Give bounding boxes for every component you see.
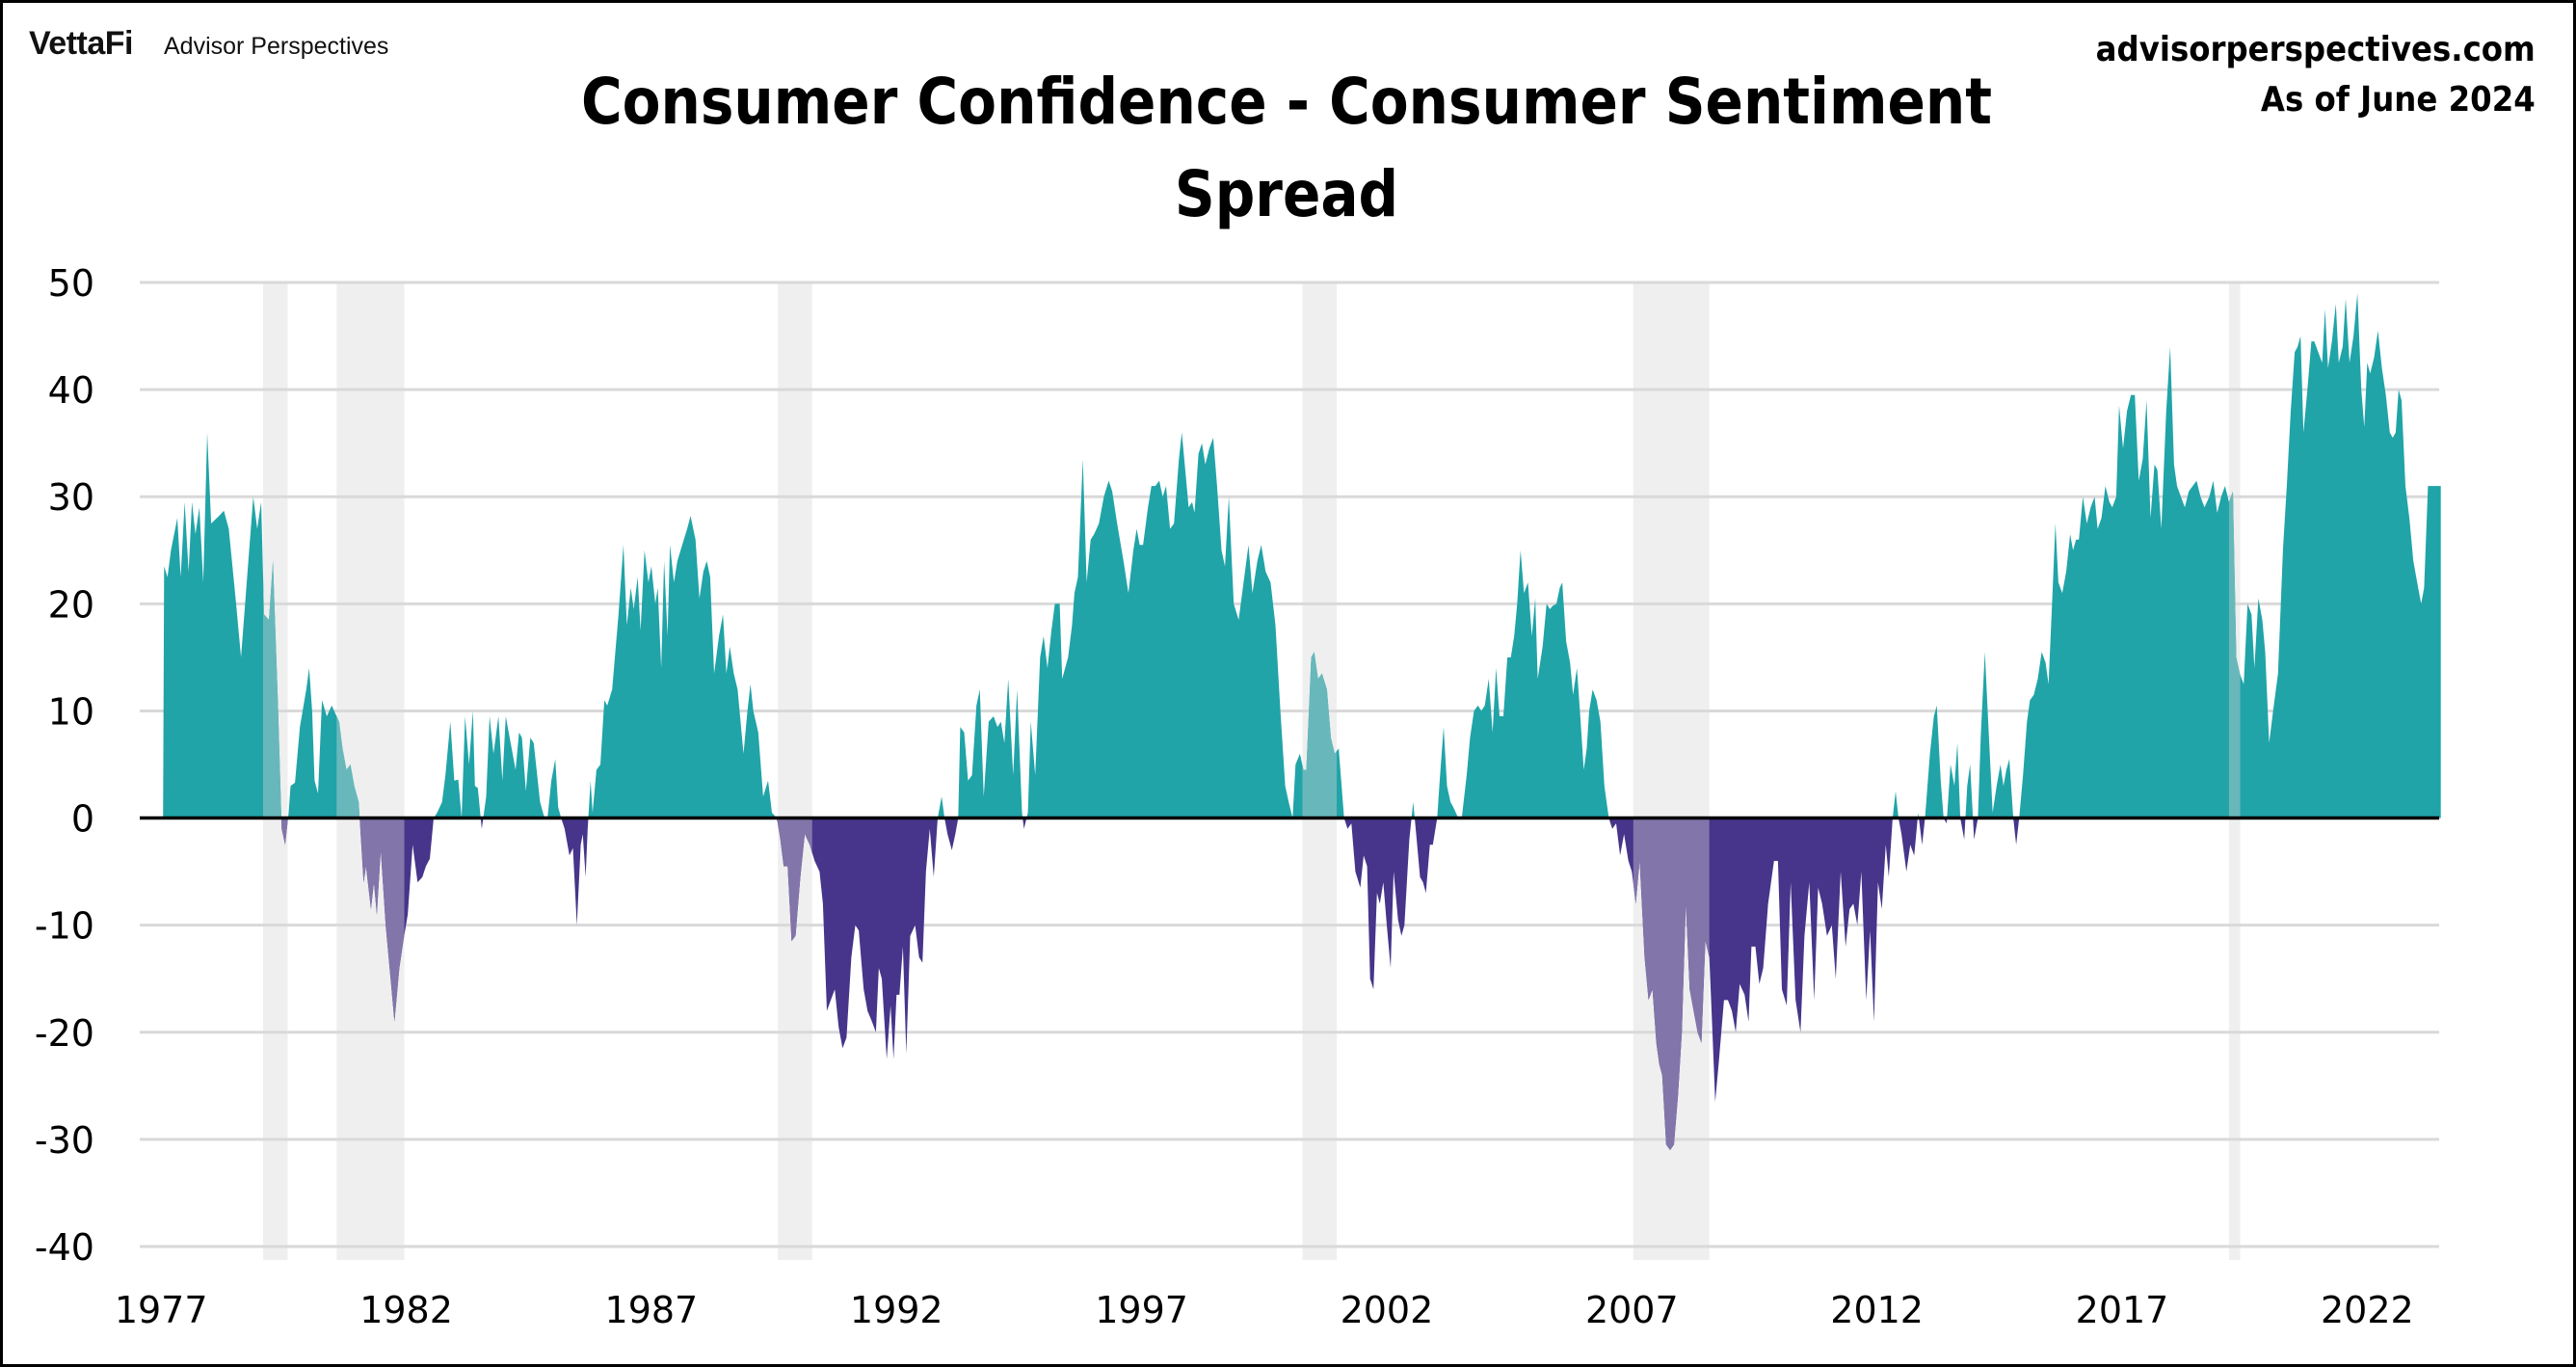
y-tick-label: -30 [35, 1119, 94, 1162]
x-tick-label: 2007 [1585, 1289, 1679, 1331]
x-tick-label: 1987 [605, 1289, 699, 1331]
vettafi-logo: VettaFi [29, 25, 133, 62]
source-info: advisorperspectives.com As of June 2024 [2096, 25, 2536, 125]
y-tick-label: -10 [35, 905, 94, 948]
y-tick-label: 20 [48, 583, 94, 626]
x-tick-label: 1997 [1095, 1289, 1188, 1331]
x-tick-label: 1977 [115, 1289, 208, 1331]
y-tick-label: 10 [48, 690, 94, 733]
chart-title: Consumer Confidence - Consumer Sentiment… [527, 56, 2045, 241]
positive-spread-recession-area [2228, 491, 2241, 818]
spread-area [163, 293, 2441, 1150]
x-tick-label: 1992 [850, 1289, 943, 1331]
x-tick-label: 2017 [2076, 1289, 2169, 1331]
recession-overlay [1633, 818, 1710, 1150]
positive-spread-area [163, 293, 2441, 818]
recession-band [778, 282, 812, 1260]
recession-overlay [778, 818, 812, 942]
x-tick-label: 2002 [1341, 1289, 1434, 1331]
y-tick-label: 0 [71, 798, 94, 841]
recession-overlay [336, 715, 405, 1022]
x-tick-label: 2022 [2321, 1289, 2414, 1331]
y-tick-label: -40 [35, 1226, 94, 1269]
negative-spread-recession-area [336, 818, 405, 1022]
site-url: advisorperspectives.com [2095, 30, 2536, 69]
gridlines [140, 281, 2439, 1248]
x-tick-label: 2012 [1830, 1289, 1924, 1331]
negative-spread-recession-area [263, 818, 288, 845]
y-tick-label: -20 [35, 1012, 94, 1055]
as-of-date: As of June 2024 [2261, 80, 2536, 120]
positive-spread-recession-area [1302, 652, 1338, 818]
negative-spread-recession-area [778, 818, 812, 942]
y-tick-label: 40 [48, 369, 94, 412]
negative-spread-recession-area [1633, 818, 1710, 1150]
x-axis-labels: 1977 1982 1987 1992 1997 2002 2007 2012 2017 2022 [115, 1289, 2414, 1331]
y-axis-labels: 50 40 30 20 10 0 -10 -20 -30 -40 [35, 262, 94, 1269]
x-tick-label: 1982 [359, 1289, 453, 1331]
brand-header: VettaFi Advisor Perspectives [29, 25, 388, 63]
y-tick-label: 50 [48, 262, 94, 305]
chart-title-line-2: Spread [1174, 157, 1399, 231]
recession-overlay [263, 560, 288, 845]
negative-spread-area [163, 818, 2441, 1150]
chart-title-line-1: Consumer Confidence - Consumer Sentiment [580, 65, 1992, 139]
positive-spread-recession-area [263, 560, 281, 818]
positive-spread-recession-area [336, 715, 360, 818]
y-tick-label: 30 [48, 476, 94, 519]
brand-name: Advisor Perspectives [163, 33, 389, 60]
